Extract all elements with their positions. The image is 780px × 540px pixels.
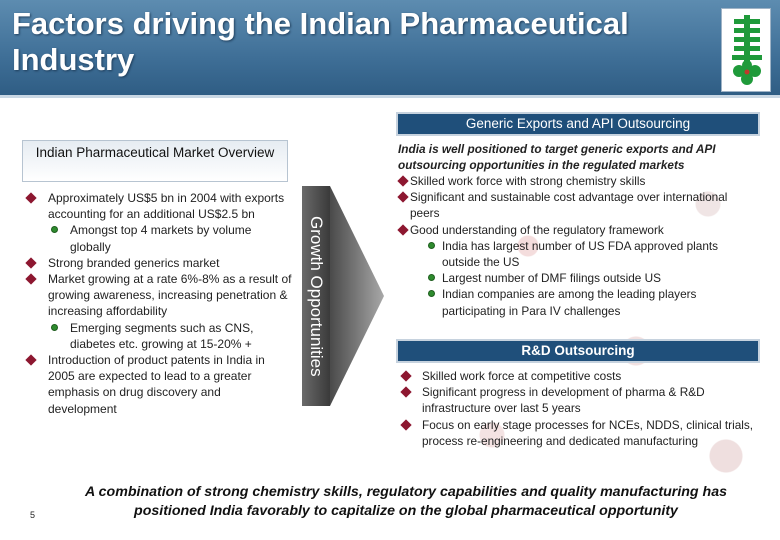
list-item: Significant and sustainable cost advanta… bbox=[397, 189, 758, 221]
growth-opportunities-bar bbox=[302, 186, 330, 406]
list-item: Skilled work force with strong chemistry… bbox=[397, 173, 758, 189]
diamond-bullet-icon bbox=[397, 191, 409, 203]
list-item: Good understanding of the regulatory fra… bbox=[397, 222, 758, 238]
list-item: Significant progress in development of p… bbox=[398, 384, 758, 416]
generic-exports-list: Skilled work force with strong chemistry… bbox=[397, 173, 758, 319]
arrow-right-icon bbox=[330, 186, 384, 406]
list-item: Approximately US$5 bn in 2004 with expor… bbox=[24, 190, 292, 222]
dot-bullet-icon bbox=[428, 241, 435, 249]
list-item: Skilled work force at competitive costs bbox=[398, 368, 758, 384]
diamond-bullet-icon bbox=[400, 386, 412, 398]
market-overview-list: Approximately US$5 bn in 2004 with expor… bbox=[24, 190, 292, 417]
diamond-bullet-icon bbox=[400, 370, 412, 382]
diamond-bullet-icon bbox=[25, 257, 37, 269]
list-item: Focus on early stage processes for NCEs,… bbox=[398, 417, 758, 449]
list-item: Market growing at a rate 6%-8% as a resu… bbox=[24, 271, 292, 320]
diamond-bullet-icon bbox=[400, 418, 412, 431]
slide-title: Factors driving the Indian Pharmaceutica… bbox=[12, 6, 629, 77]
diamond-bullet-icon bbox=[397, 223, 409, 236]
background-molecule-decoration bbox=[420, 120, 780, 540]
slide-header: Factors driving the Indian Pharmaceutica… bbox=[0, 0, 780, 98]
dot-bullet-icon bbox=[51, 323, 58, 331]
rd-outsourcing-list: Skilled work force at competitive costs … bbox=[398, 368, 758, 449]
conclusion-statement: A combination of strong chemistry skills… bbox=[85, 484, 727, 519]
dot-bullet-icon bbox=[428, 290, 435, 298]
generic-exports-heading: Generic Exports and API Outsourcing bbox=[396, 112, 760, 136]
list-item: Introduction of product patents in India… bbox=[24, 352, 292, 417]
list-item: Largest number of DMF filings outside US bbox=[398, 270, 758, 286]
list-item: Strong branded generics market bbox=[24, 255, 292, 271]
list-item: India has largest number of US FDA appro… bbox=[398, 238, 758, 270]
dot-bullet-icon bbox=[428, 274, 435, 282]
list-item: Emerging segments such as CNS, diabetes … bbox=[24, 320, 292, 352]
rd-outsourcing-heading: R&D Outsourcing bbox=[396, 339, 760, 363]
list-item: Indian companies are among the leading p… bbox=[398, 286, 758, 318]
company-logo-icon bbox=[721, 8, 771, 92]
growth-opportunities-label: Growth Opportunities bbox=[307, 215, 326, 377]
list-item: Amongst top 4 markets by volume globally bbox=[24, 222, 292, 254]
market-overview-heading: Indian Pharmaceutical Market Overview bbox=[22, 140, 288, 182]
diamond-bullet-icon bbox=[397, 175, 409, 187]
page-number: 5 bbox=[30, 510, 36, 520]
diamond-bullet-icon bbox=[25, 273, 37, 285]
diamond-bullet-icon bbox=[25, 354, 37, 366]
generic-exports-intro: India is well positioned to target gener… bbox=[398, 142, 716, 173]
diamond-bullet-icon bbox=[25, 192, 37, 204]
dot-bullet-icon bbox=[51, 226, 58, 234]
